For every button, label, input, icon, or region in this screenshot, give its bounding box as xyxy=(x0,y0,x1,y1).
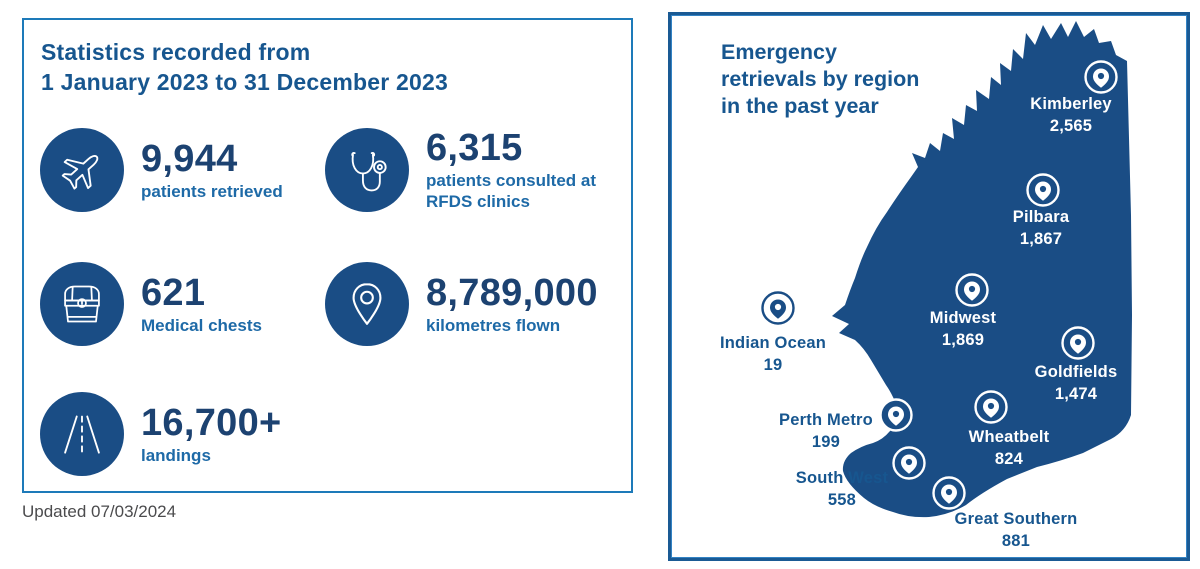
region-label-great-southern: Great Southern 881 xyxy=(941,508,1091,552)
location-pin-icon xyxy=(325,262,409,346)
region-label-perth-metro: Perth Metro 199 xyxy=(751,409,901,453)
region-label-south-west: South West 558 xyxy=(767,467,917,511)
region-name: South West xyxy=(795,469,889,487)
region-label-wheatbelt: Wheatbelt 824 xyxy=(934,426,1084,470)
region-count: 1,867 xyxy=(1019,230,1063,248)
region-name: Wheatbelt xyxy=(968,428,1050,446)
retrievals-map-panel: Emergency retrievals by region in the pa… xyxy=(668,12,1190,561)
region-count: 881 xyxy=(1001,532,1031,550)
stat-label: patients consulted at RFDS clinics xyxy=(426,171,597,211)
statistics-panel: Statistics recorded from 1 January 2023 … xyxy=(22,18,633,493)
stat-label: Medical chests xyxy=(141,315,262,335)
updated-date: Updated 07/03/2024 xyxy=(22,502,177,521)
stat-label: kilometres flown xyxy=(426,315,561,335)
region-label-pilbara: Pilbara 1,867 xyxy=(966,206,1116,250)
statistics-title: Statistics recorded from 1 January 2023 … xyxy=(41,39,448,95)
region-count: 558 xyxy=(827,491,857,509)
stat-value: 8,789,000 xyxy=(426,271,598,314)
stat-landings: 16,700+ landings xyxy=(40,392,282,476)
stat-value: 16,700+ xyxy=(141,401,282,444)
region-count: 1,869 xyxy=(941,331,985,349)
south-west-pin-icon xyxy=(892,446,926,480)
region-name: Great Southern xyxy=(954,510,1078,528)
kimberley-pin-icon xyxy=(1084,60,1118,94)
region-label-indian-ocean: Indian Ocean 19 xyxy=(698,332,848,376)
region-count: 199 xyxy=(811,433,841,451)
region-name: Midwest xyxy=(929,309,997,327)
region-label-goldfields: Goldfields 1,474 xyxy=(1001,361,1151,405)
wheatbelt-pin-icon xyxy=(974,390,1008,424)
stat-patients-retrieved: 9,944 patients retrieved xyxy=(40,128,283,212)
region-count: 2,565 xyxy=(1049,117,1093,135)
map-title: Emergency retrievals by region in the pa… xyxy=(721,40,920,118)
region-name: Perth Metro xyxy=(779,411,873,429)
region-label-kimberley: Kimberley 2,565 xyxy=(996,93,1146,137)
stat-value: 621 xyxy=(141,271,206,314)
region-count: 824 xyxy=(994,450,1024,468)
region-name: Pilbara xyxy=(1012,208,1070,226)
stat-label: landings xyxy=(141,445,211,465)
region-name: Kimberley xyxy=(1030,95,1112,113)
stat-value: 6,315 xyxy=(426,127,523,169)
indian-ocean-pin-icon xyxy=(761,291,795,325)
stat-kilometres-flown: 8,789,000 kilometres flown xyxy=(325,262,598,346)
goldfields-pin-icon xyxy=(1061,326,1095,360)
stethoscope-icon xyxy=(325,128,409,212)
western-australia-map xyxy=(832,21,1132,518)
stat-medical-chests: 621 Medical chests xyxy=(40,262,262,346)
perth-metro-pin-icon xyxy=(879,398,913,432)
region-count: 19 xyxy=(763,356,783,374)
runway-icon xyxy=(40,392,124,476)
stat-label: patients retrieved xyxy=(141,181,283,201)
stat-patients-consulted: 6,315 patients consulted at RFDS clinics xyxy=(325,128,604,212)
stat-value: 9,944 xyxy=(141,137,238,180)
medical-chest-icon xyxy=(40,262,124,346)
pilbara-pin-icon xyxy=(1026,173,1060,207)
region-count: 1,474 xyxy=(1054,385,1098,403)
airplane-icon xyxy=(40,128,124,212)
region-name: Indian Ocean xyxy=(719,334,826,352)
region-label-midwest: Midwest 1,869 xyxy=(888,307,1038,351)
great-southern-pin-icon xyxy=(932,476,966,510)
midwest-pin-icon xyxy=(955,273,989,307)
region-name: Goldfields xyxy=(1034,363,1118,381)
